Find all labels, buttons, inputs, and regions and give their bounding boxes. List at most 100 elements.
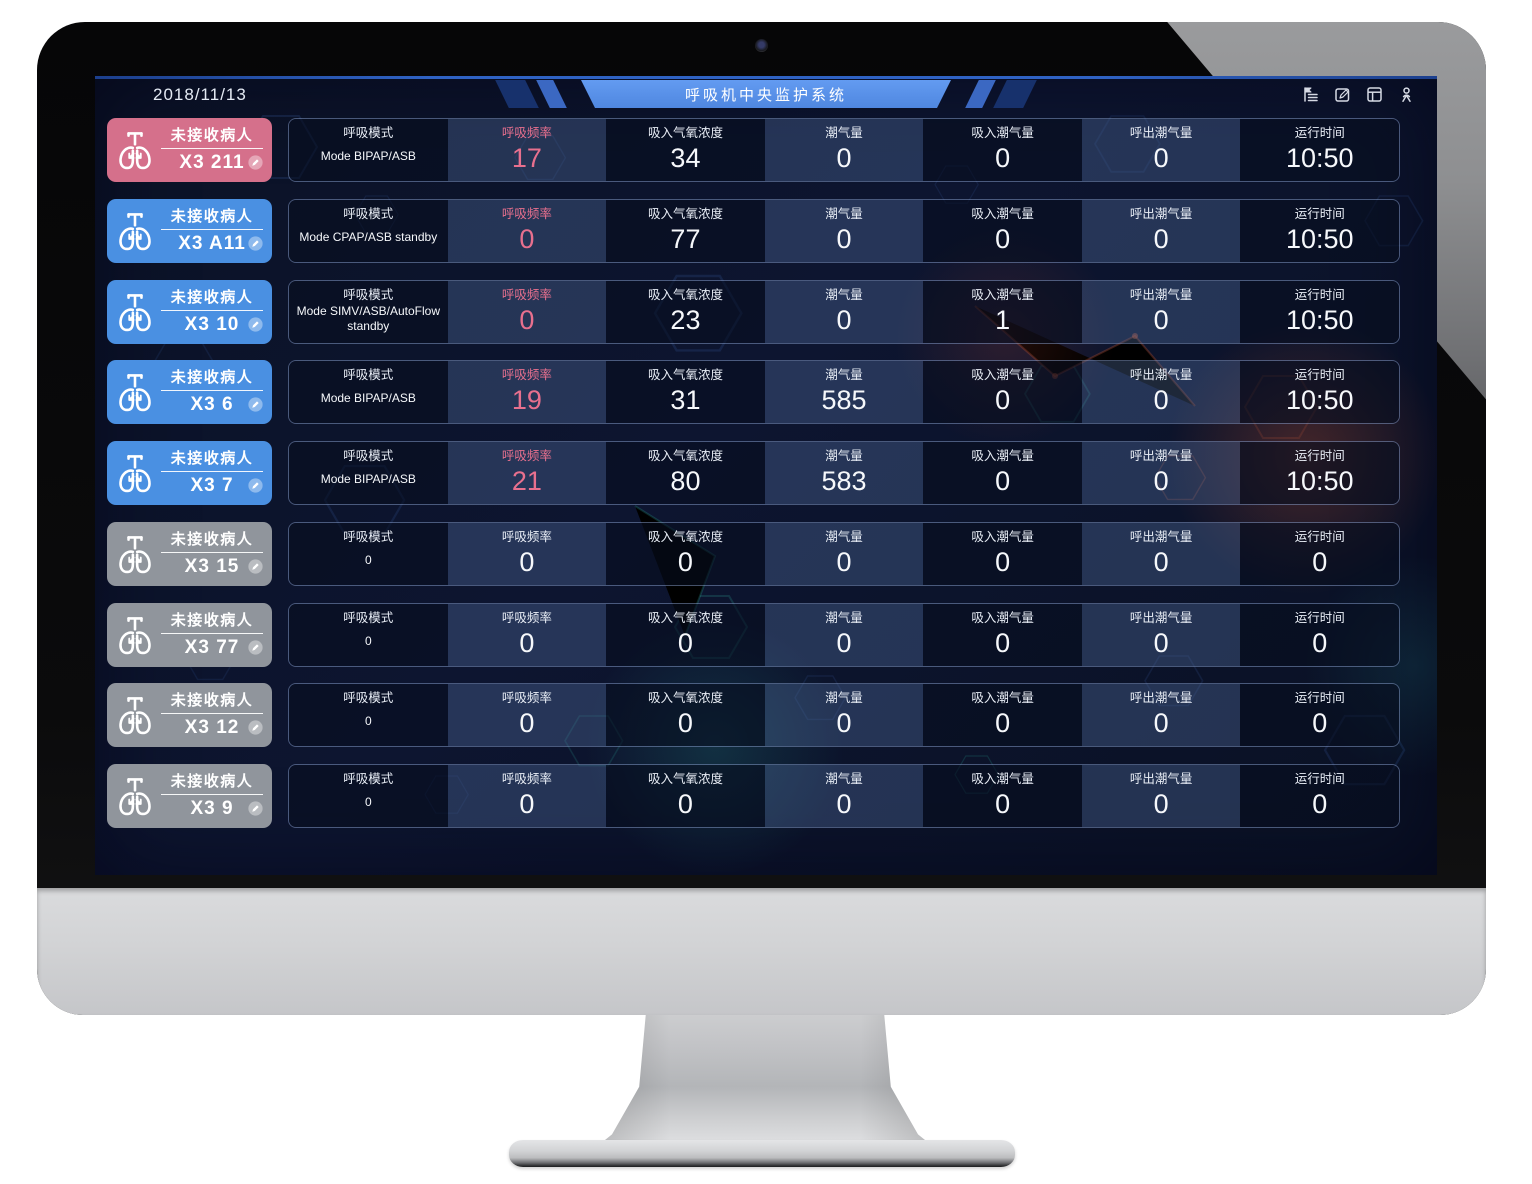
edit-icon[interactable] (248, 236, 263, 251)
cell-insp-tidal: 吸入潮气量 0 (923, 604, 1082, 666)
monitor-row: 未接收病人 X3 15 呼吸模式 0 呼吸频率 0 吸入气氧浓度 0 潮气量 0 吸入潮气量 0 呼… (95, 522, 1437, 586)
cell-rate: 呼吸频率 0 (447, 765, 607, 827)
cell-fio2: 吸入气氧浓度 77 (606, 200, 765, 262)
cell-value: 0 (1153, 547, 1169, 578)
cell-value: 10:50 (1285, 305, 1354, 336)
cell-value: 0 (364, 714, 372, 729)
cell-label: 吸入潮气量 (971, 126, 1034, 140)
cell-value: 1 (995, 305, 1011, 336)
cell-runtime: 运行时间 10:50 (1240, 442, 1399, 504)
cell-value: 0 (677, 547, 693, 578)
cell-label: 吸入气氧浓度 (647, 207, 723, 221)
cell-label: 吸入气氧浓度 (647, 288, 723, 302)
cell-value: 0 (995, 385, 1011, 416)
patient-card[interactable]: 未接收病人 X3 15 (107, 522, 272, 586)
edit-icon[interactable] (248, 801, 263, 816)
patient-card[interactable]: 未接收病人 X3 211 (107, 118, 272, 182)
cell-value: 585 (821, 385, 867, 416)
monitor-row: 未接收病人 X3 10 呼吸模式 Mode SIMV/ASB/AutoFlow s… (95, 280, 1437, 344)
cell-label: 呼出潮气量 (1129, 207, 1193, 221)
cell-label: 呼出潮气量 (1129, 772, 1193, 786)
patient-card[interactable]: 未接收病人 X3 77 (107, 603, 272, 667)
monitor-stand-neck (595, 1012, 935, 1148)
vitals-panel: 呼吸模式 0 呼吸频率 0 吸入气氧浓度 0 潮气量 0 吸入潮气量 0 呼出潮气量 0 运行时间 0 (288, 764, 1400, 828)
cell-label: 呼吸模式 (343, 207, 394, 221)
cell-tidal: 潮气量 585 (764, 361, 924, 423)
patient-card[interactable]: 未接收病人 X3 6 (107, 360, 272, 424)
cell-value: Mode CPAP/ASB standby (299, 230, 438, 245)
monitor-row: 未接收病人 X3 9 呼吸模式 0 呼吸频率 0 吸入气氧浓度 0 潮气量 0 吸入潮气量 0 呼出… (95, 764, 1437, 828)
cell-label: 潮气量 (825, 611, 863, 625)
layout-icon[interactable] (1366, 86, 1383, 103)
cell-label: 运行时间 (1294, 611, 1345, 625)
patient-card-text: 未接收病人 X3 15 (158, 531, 263, 578)
cell-rate: 呼吸频率 0 (447, 200, 607, 262)
bed-id-line: X3 12 (161, 717, 263, 739)
patient-card[interactable]: 未接收病人 X3 A11 (107, 199, 272, 263)
patient-status: 未接收病人 (170, 368, 254, 386)
cell-value: 31 (670, 385, 701, 416)
menu-tree-icon[interactable] (1302, 86, 1319, 103)
cell-rate: 呼吸频率 0 (447, 684, 607, 746)
cell-label: 呼吸模式 (343, 449, 394, 463)
lungs-icon (119, 536, 151, 574)
edit-icon[interactable] (248, 317, 263, 332)
cell-value: 80 (670, 466, 701, 497)
patient-card[interactable]: 未接收病人 X3 9 (107, 764, 272, 828)
vitals-panel: 呼吸模式 0 呼吸频率 0 吸入气氧浓度 0 潮气量 0 吸入潮气量 0 呼出潮气量 0 运行时间 0 (288, 522, 1400, 586)
cell-value: 0 (995, 466, 1011, 497)
cell-label: 呼吸模式 (343, 288, 394, 302)
patient-card-text: 未接收病人 X3 211 (158, 127, 263, 174)
cell-exp-tidal: 呼出潮气量 0 (1081, 361, 1241, 423)
monitor-row: 未接收病人 X3 7 呼吸模式 Mode BIPAP/ASB 呼吸频率 21 吸入气氧浓… (95, 441, 1437, 505)
cell-value: 0 (1312, 789, 1328, 820)
cell-value: 0 (836, 547, 852, 578)
vitals-panel: 呼吸模式 Mode BIPAP/ASB 呼吸频率 19 吸入气氧浓度 31 潮气量 585 吸入… (288, 360, 1400, 424)
edit-icon[interactable] (248, 397, 263, 412)
cell-fio2: 吸入气氧浓度 0 (606, 684, 765, 746)
card-divider (161, 309, 263, 311)
cell-value: 10:50 (1285, 224, 1354, 255)
cell-value: 0 (364, 634, 372, 649)
cell-label: 呼吸频率 (501, 288, 552, 302)
screen-top-accent (95, 76, 1437, 79)
patient-card-text: 未接收病人 X3 6 (158, 369, 263, 416)
monitor-frame: 2018/11/13 呼吸机中央监护系统 (37, 22, 1486, 1015)
cell-fio2: 吸入气氧浓度 23 (606, 281, 765, 343)
cell-value: Mode BIPAP/ASB (320, 472, 416, 487)
patient-status: 未接收病人 (170, 449, 254, 467)
bed-id-line: X3 15 (161, 556, 263, 578)
cell-rate: 呼吸频率 0 (447, 281, 607, 343)
edit-icon[interactable] (248, 155, 263, 170)
compose-icon[interactable] (1334, 86, 1351, 103)
cell-tidal: 潮气量 0 (764, 281, 924, 343)
edit-icon[interactable] (248, 720, 263, 735)
toolbar-icons (1302, 86, 1415, 103)
edit-icon[interactable] (248, 640, 263, 655)
cell-value: 0 (1153, 305, 1169, 336)
edit-icon[interactable] (248, 478, 263, 493)
cell-runtime: 运行时间 10:50 (1240, 281, 1399, 343)
cell-value: 0 (1153, 385, 1169, 416)
patient-card[interactable]: 未接收病人 X3 12 (107, 683, 272, 747)
page-title: 呼吸机中央监护系统 (581, 80, 951, 108)
cell-label: 潮气量 (825, 691, 863, 705)
monitor-chin (37, 888, 1486, 1015)
cell-value: 0 (995, 143, 1011, 174)
monitor-stand-base (509, 1140, 1015, 1167)
cell-label: 呼吸频率 (501, 530, 552, 544)
cell-label: 呼吸模式 (343, 611, 394, 625)
cell-label: 呼出潮气量 (1129, 691, 1193, 705)
cell-label: 潮气量 (825, 368, 863, 382)
patient-card[interactable]: 未接收病人 X3 7 (107, 441, 272, 505)
edit-icon[interactable] (248, 559, 263, 574)
patient-card[interactable]: 未接收病人 X3 10 (107, 280, 272, 344)
date-label: 2018/11/13 (153, 85, 247, 104)
patient-status: 未接收病人 (170, 288, 254, 306)
user-icon[interactable] (1398, 86, 1415, 103)
cell-value: 0 (836, 708, 852, 739)
cell-tidal: 潮气量 0 (764, 684, 924, 746)
cell-rate: 呼吸频率 21 (447, 442, 607, 504)
cell-value: 0 (1312, 547, 1328, 578)
